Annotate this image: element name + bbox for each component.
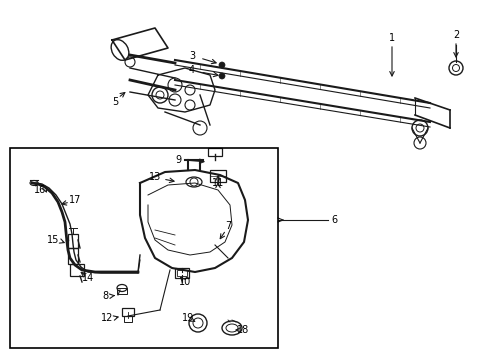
Text: 17: 17	[69, 195, 81, 205]
Bar	[207, 148, 222, 156]
Bar	[124, 316, 132, 322]
Text: 3: 3	[188, 51, 195, 61]
Text: 11: 11	[211, 178, 224, 188]
Circle shape	[219, 62, 224, 68]
Text: 6: 6	[330, 215, 336, 225]
Text: 12: 12	[101, 313, 113, 323]
Text: 15: 15	[47, 235, 59, 245]
Text: 4: 4	[188, 65, 195, 75]
Bar	[177, 270, 186, 276]
Bar	[209, 170, 225, 182]
Text: 16: 16	[34, 185, 46, 195]
Text: 2: 2	[452, 30, 458, 40]
Text: 13: 13	[148, 172, 161, 182]
Bar	[10, 148, 278, 348]
Text: 7: 7	[224, 221, 231, 231]
Text: 14: 14	[81, 273, 94, 283]
Text: 18: 18	[236, 325, 248, 335]
Bar	[175, 268, 189, 278]
Bar	[68, 234, 78, 248]
Bar	[70, 264, 84, 276]
Text: 8: 8	[102, 291, 108, 301]
Text: 10: 10	[179, 277, 191, 287]
Bar	[68, 248, 78, 264]
Circle shape	[219, 73, 224, 79]
Bar	[122, 308, 134, 316]
Text: 5: 5	[112, 97, 118, 107]
Text: 1: 1	[388, 33, 394, 43]
Bar	[117, 288, 127, 294]
Text: 19: 19	[182, 313, 194, 323]
Text: 9: 9	[175, 155, 181, 165]
